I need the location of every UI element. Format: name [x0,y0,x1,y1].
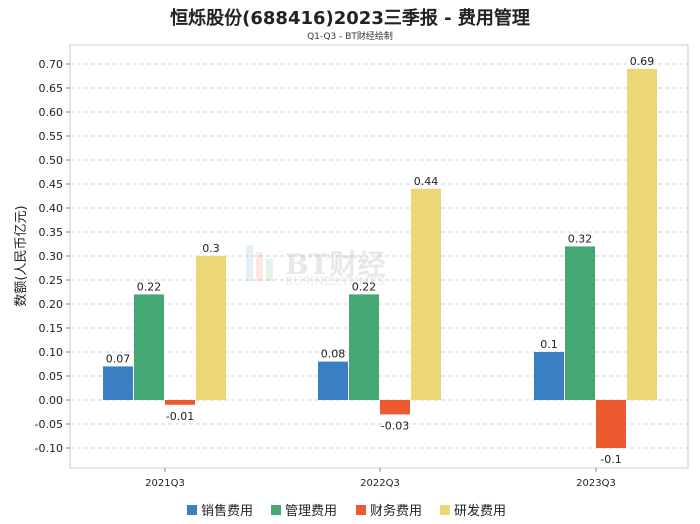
data-label: 0.07 [106,352,131,365]
bar [349,294,379,400]
y-tick-label: 0.65 [39,82,64,95]
legend-label: 管理费用 [285,504,337,519]
bar [411,188,441,400]
legend-label: 研发费用 [454,503,506,519]
bar [134,294,164,400]
legend-item[interactable]: 销售费用 [187,503,253,519]
watermark-subtext: BUSINESSTIMES [285,275,385,288]
data-labels: 0.07 0.22 -0.01 0.3 0.08 0.22 -0.03 0.44 0.1 0.32… [106,55,655,466]
bar [534,352,564,400]
x-axis-ticks: 2021Q3 2022Q3 2023Q3 [145,468,616,489]
bars [103,68,657,448]
y-tick-label: 0.15 [39,322,64,335]
bar [565,246,595,400]
y-tick-label: 0.20 [39,298,64,311]
data-label: 0.44 [414,175,439,188]
watermark-text: BT财经 [285,248,386,281]
data-label: -0.03 [381,419,409,432]
legend-label: 财务费用 [370,503,422,519]
data-label: 0.22 [352,280,377,293]
chart-title: 恒烁股份(688416)2023三季报 - 费用管理 [170,8,530,29]
legend: 销售费用 管理费用 财务费用 研发费用 [187,503,506,519]
bar [103,366,133,400]
bar [196,256,226,400]
data-label: 0.69 [630,55,655,68]
y-tick-label: -0.05 [35,418,63,431]
legend-swatch [356,505,366,515]
bar [627,68,657,401]
y-tick-label: -0.10 [35,442,63,455]
data-label: 0.08 [321,348,346,361]
data-label: 0.32 [568,232,593,245]
bar [165,400,195,405]
legend-label: 销售费用 [201,503,253,519]
bar [596,400,626,448]
data-label: 0.3 [202,242,220,255]
y-tick-label: 0.70 [39,58,64,71]
y-tick-label: 0.45 [39,178,64,191]
y-axis-ticks: -0.10 -0.05 0.00 0.05 0.10 0.15 0.20 0.25 0.30 0.… [35,58,70,455]
legend-swatch [271,505,281,515]
data-label: -0.1 [600,453,621,466]
watermark-logo: BT财经 BUSINESSTIMES [246,245,386,288]
data-label: -0.01 [166,410,194,423]
y-tick-label: 0.40 [39,202,64,215]
y-tick-label: 0.05 [39,370,64,383]
legend-swatch [187,505,197,515]
y-tick-label: 0.25 [39,274,64,287]
chart-subtitle: Q1-Q3 - BT财经绘制 [307,32,393,42]
data-label: 0.1 [540,338,558,351]
legend-item[interactable]: 财务费用 [356,503,422,519]
y-tick-label: 0.50 [39,154,64,167]
x-tick-label: 2023Q3 [576,478,616,489]
data-label: 0.22 [137,280,162,293]
y-tick-label: 0.00 [39,394,64,407]
legend-item[interactable]: 研发费用 [440,503,506,519]
y-tick-label: 0.30 [39,250,64,263]
y-tick-label: 0.60 [39,106,64,119]
y-tick-label: 0.10 [39,346,64,359]
y-axis-label: 数额(人民币亿元) [14,205,29,306]
bar [318,361,348,400]
bar [380,400,410,415]
legend-item[interactable]: 管理费用 [271,504,337,519]
legend-swatch [440,505,450,515]
x-tick-label: 2021Q3 [145,478,185,489]
x-tick-label: 2022Q3 [360,478,400,489]
y-tick-label: 0.35 [39,226,64,239]
y-tick-label: 0.55 [39,130,64,143]
